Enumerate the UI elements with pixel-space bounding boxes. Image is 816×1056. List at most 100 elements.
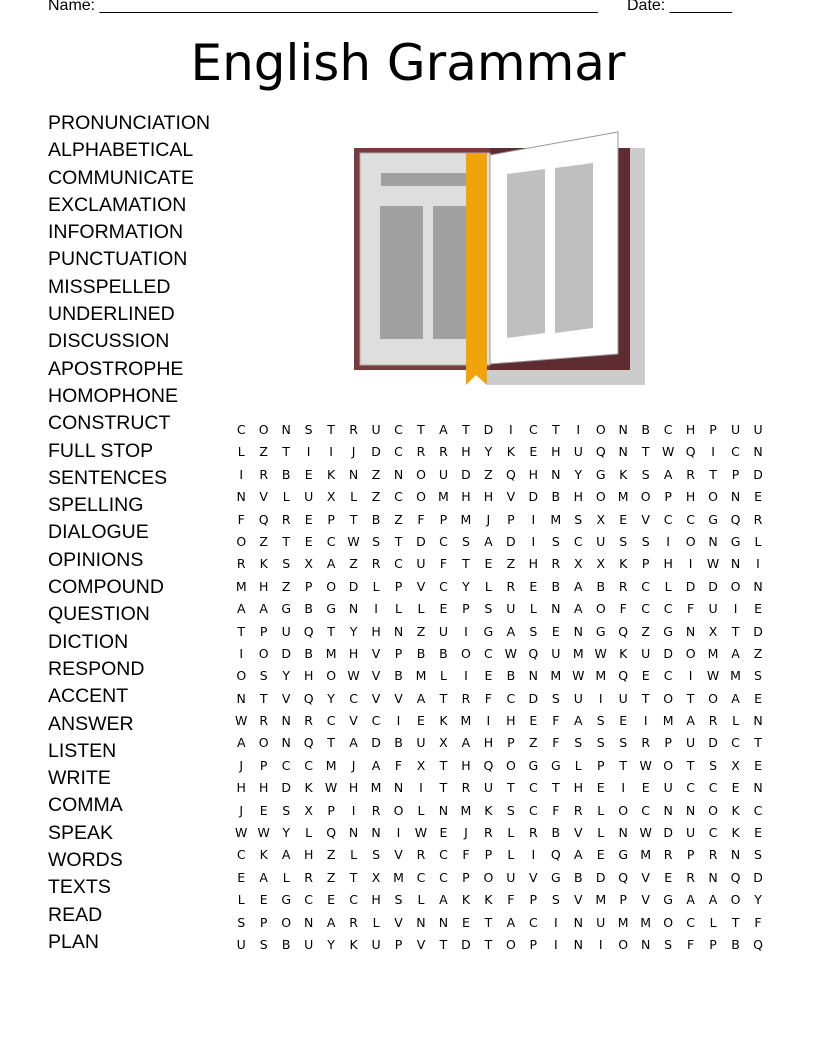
grid-letter: R [439,444,448,460]
word-list-item: WORDS [48,849,123,872]
grid-letter: P [507,735,515,751]
grid-letter: Z [753,645,763,661]
grid-letter: T [282,444,290,460]
grid-letter: C [484,645,493,661]
grid-letter: P [507,511,515,527]
grid-letter: P [462,869,470,885]
grid-letter: E [304,533,313,549]
grid-letter: D [281,645,291,661]
grid-letter: L [507,847,515,863]
grid-letter: F [484,690,492,706]
grid-letter: M [460,713,472,729]
grid-letter: Y [574,466,583,482]
grid-letter: D [506,533,516,549]
grid-letter: O [326,578,337,594]
grid-letter: A [439,422,448,437]
grid-letter: R [663,847,673,863]
grid-letter: G [708,511,718,527]
grid-letter: D [753,623,763,639]
grid-letter: I [531,511,536,527]
grid-letter: S [529,623,538,639]
grid-letter: M [393,869,404,885]
grid-letter: Z [394,511,403,527]
left-page-column [433,206,466,339]
grid-letter: U [618,690,628,706]
grid-letter: K [461,892,471,908]
grid-letter: G [618,847,629,863]
grid-letter: L [529,601,537,617]
grid-letter: N [393,466,404,482]
word-list: PRONUNCIATION ALPHABETICAL COMMUNICATE EXCL… [48,112,210,958]
word-list-item: DISCUSSION [48,330,170,353]
grid-letter: I [531,847,536,863]
bookmark-ribbon [466,153,487,385]
grid-letter: E [754,825,762,841]
grid-letter: R [618,578,628,594]
grid-letter: K [731,825,740,841]
grid-letter: D [461,466,471,482]
grid-letter: W [594,645,607,661]
grid-letter: A [326,556,336,572]
grid-letter: O [483,869,494,885]
grid-letter: O [236,668,247,684]
grid-letter: K [506,444,515,460]
grid-letter: C [349,892,358,908]
grid-letter: U [573,690,583,706]
grid-letter: C [394,444,403,460]
grid-letter: O [708,690,718,706]
grid-letter: Q [618,668,629,684]
grid-letter: C [394,422,403,437]
grid-letter: T [686,690,695,706]
grid-letter: W [257,825,270,841]
grid-letter: R [416,847,426,863]
grid-letter: N [236,690,246,706]
grid-letter: T [327,422,335,437]
grid-letter: S [282,802,291,818]
grid-letter: L [664,578,672,594]
grid-letter: H [528,556,539,572]
grid-letter: U [596,914,606,930]
grid-letter: A [371,757,381,773]
grid-letter: A [281,847,291,863]
grid-letter: E [304,511,313,527]
grid-letter: F [552,713,560,729]
grid-letter: I [576,422,581,437]
grid-letter: D [685,578,696,594]
grid-letter: O [595,422,606,437]
grid-letter: E [304,466,313,482]
grid-letter: O [595,489,606,505]
grid-letter: R [259,466,269,482]
grid-letter: L [417,802,425,818]
grid-letter: K [439,713,448,729]
grid-letter: L [237,892,245,908]
grid-letter: O [505,757,516,773]
grid-letter: A [686,713,695,729]
grid-letter: C [731,444,740,460]
grid-letter: X [731,757,740,773]
word-list-item: APOSTROPHE [48,357,184,380]
grid-letter: E [439,825,448,841]
grid-letter: Y [349,623,358,639]
grid-letter: C [439,869,448,885]
word-list-item: COMMUNICATE [48,166,194,189]
grid-letter: J [239,802,244,818]
grid-letter: D [528,489,539,505]
grid-letter: O [708,489,718,505]
grid-letter: I [666,533,670,549]
grid-letter: G [483,623,494,639]
word-list-item: ACCENT [48,685,129,708]
word-list-item: SENTENCES [48,466,168,489]
grid-letter: Q [303,623,314,639]
grid-letter: L [439,668,447,684]
grid-letter: C [641,802,651,818]
grid-letter: R [371,802,381,818]
grid-letter: C [641,601,651,617]
word-list-item: UNDERLINED [48,303,175,326]
grid-letter: O [505,936,516,952]
grid-letter: D [371,444,381,460]
